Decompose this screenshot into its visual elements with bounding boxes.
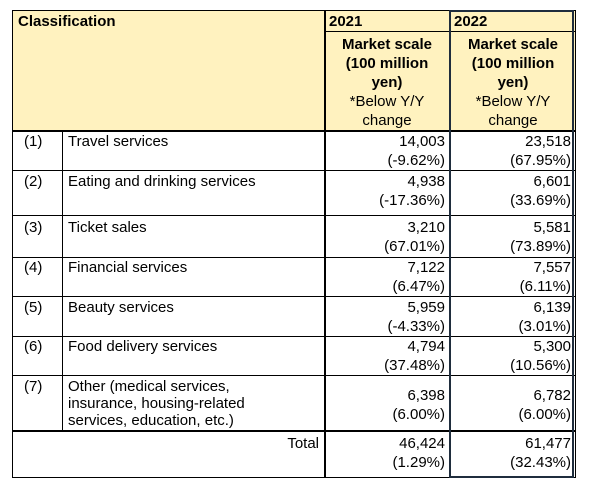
scale-line-2022: (100 million	[471, 55, 555, 72]
value-2022: 5,300	[533, 338, 571, 355]
total-label: Total	[287, 435, 319, 452]
hline-row3	[12, 257, 576, 258]
change-2021: (-9.62%)	[387, 152, 445, 169]
change-2021: (-4.33%)	[387, 318, 445, 335]
scale-line-2021: (100 million	[345, 55, 429, 72]
header-background	[12, 10, 576, 130]
hline-row5	[12, 336, 576, 337]
value-2021: 5,959	[407, 299, 445, 316]
vline-num-label	[62, 130, 63, 430]
change-2021: (37.48%)	[384, 357, 445, 374]
change-2022: (67.95%)	[510, 152, 571, 169]
value-2021: 3,210	[407, 219, 445, 236]
value-2021: 4,794	[407, 338, 445, 355]
change-2022: (10.56%)	[510, 357, 571, 374]
scale-line-2022: Market scale	[467, 36, 559, 53]
row-number: (3)	[24, 219, 43, 236]
row-label: Eating and drinking services	[68, 173, 256, 190]
row-number: (2)	[24, 173, 43, 190]
change-2021: (-17.36%)	[379, 192, 445, 209]
row-label: insurance, housing-related	[68, 395, 245, 412]
hline-row4	[12, 296, 576, 297]
change-2022: (3.01%)	[518, 318, 571, 335]
note-line-2022: change	[488, 112, 538, 129]
row-label: Food delivery services	[68, 338, 218, 355]
change-2022: (33.69%)	[510, 192, 571, 209]
scale-line-2021: yen)	[371, 74, 403, 91]
scale-line-2021: Market scale	[341, 36, 433, 53]
note-line-2021: change	[362, 112, 412, 129]
hline-row6	[12, 375, 576, 376]
row-number: (7)	[24, 378, 43, 395]
value-2022: 6,601	[533, 173, 571, 190]
change-2021: (6.00%)	[392, 406, 445, 423]
row-label: Travel services	[68, 133, 169, 150]
row-label: services, education, etc.)	[68, 412, 234, 429]
year-2021-header: 2021	[329, 13, 363, 30]
row-number: (6)	[24, 338, 43, 355]
total-change-2022: (32.43%)	[510, 454, 571, 471]
value-2021: 4,938	[407, 173, 445, 190]
row-number: (5)	[24, 299, 43, 316]
market-scale-table: Classification 2021 2022 Market scale (1…	[12, 10, 576, 478]
row-label: Ticket sales	[68, 219, 147, 236]
year-2022-header: 2022	[454, 13, 488, 30]
row-label: Other (medical services,	[68, 378, 230, 395]
value-2022: 23,518	[525, 133, 571, 150]
scale-line-2022: yen)	[497, 74, 529, 91]
change-2021: (6.47%)	[392, 278, 445, 295]
total-change-2021: (1.29%)	[392, 454, 445, 471]
hline-row1	[12, 170, 576, 171]
classification-header: Classification	[18, 13, 116, 30]
value-2022: 6,782	[533, 387, 571, 404]
note-line-2021: *Below Y/Y	[349, 93, 425, 110]
row-number: (1)	[24, 133, 43, 150]
change-2022: (6.11%)	[519, 278, 571, 295]
change-2021: (67.01%)	[384, 238, 445, 255]
value-2021: 7,122	[407, 259, 445, 276]
hline-row2	[12, 215, 576, 216]
value-2021: 14,003	[399, 133, 445, 150]
row-label: Financial services	[68, 259, 188, 276]
change-2022: (6.00%)	[518, 406, 571, 423]
row-label: Beauty services	[68, 299, 174, 316]
hline-row7	[12, 430, 576, 432]
value-2022: 7,557	[533, 259, 571, 276]
value-2021: 6,398	[407, 387, 445, 404]
value-2022: 5,581	[533, 219, 571, 236]
hline-under-year	[324, 31, 576, 32]
value-2022: 6,139	[533, 299, 571, 316]
row-number: (4)	[24, 259, 43, 276]
hline-header	[12, 130, 576, 132]
change-2022: (73.89%)	[510, 238, 571, 255]
total-value-2022: 61,477	[525, 435, 571, 452]
vline-col-2021	[324, 10, 326, 478]
total-value-2021: 46,424	[399, 435, 445, 452]
note-line-2022: *Below Y/Y	[475, 93, 551, 110]
